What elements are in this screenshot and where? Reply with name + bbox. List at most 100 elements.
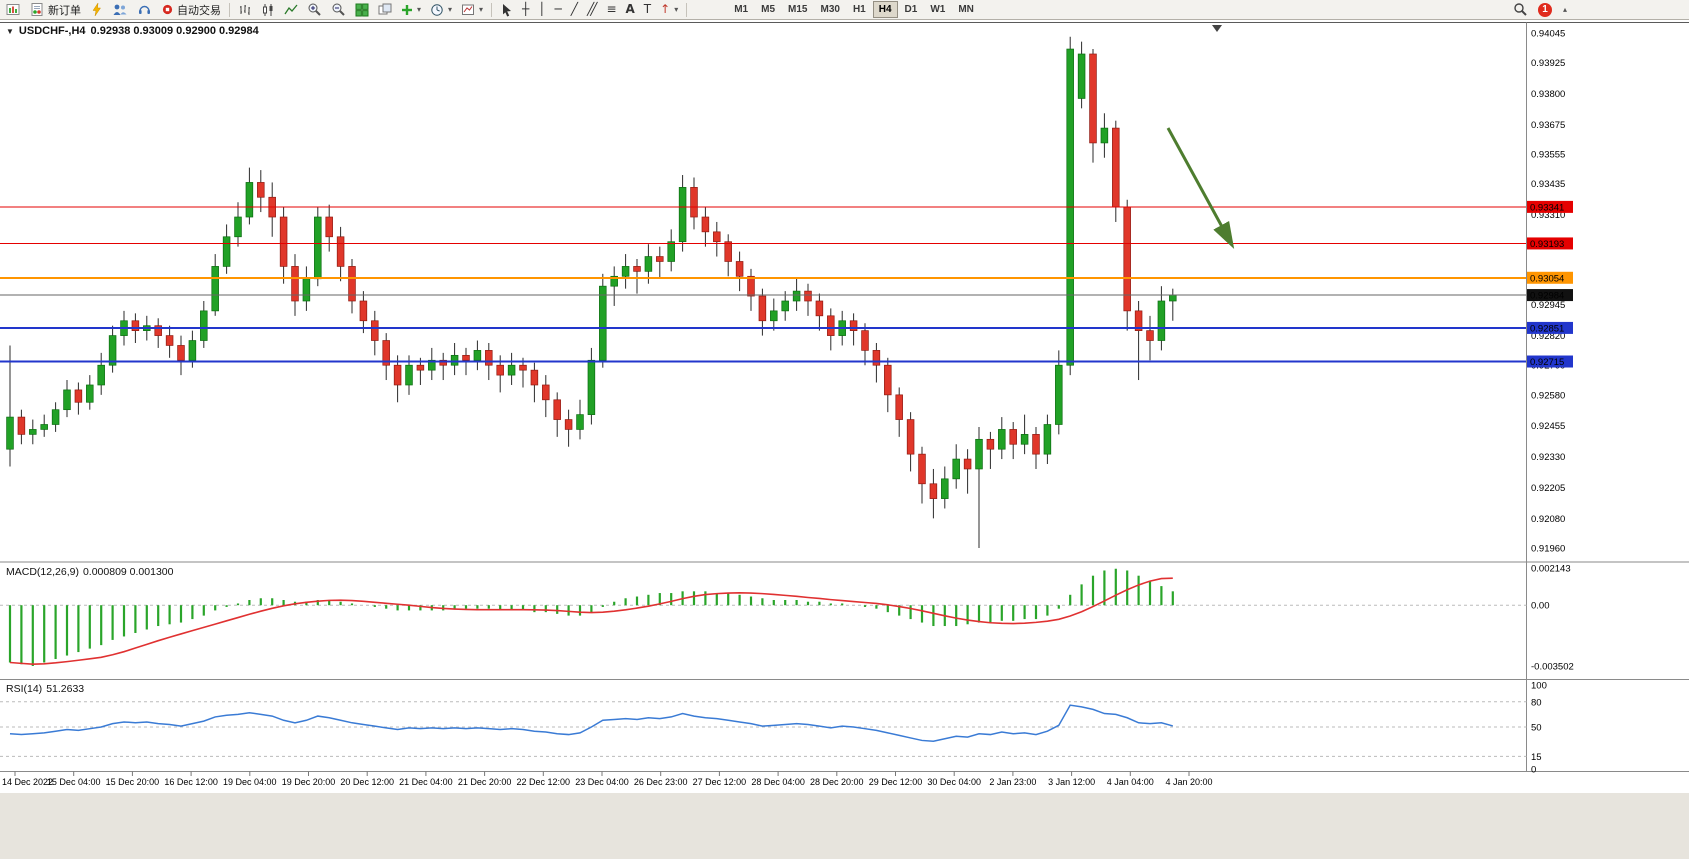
text-label-tool-button[interactable]: T — [640, 1, 655, 18]
timeframe-m15[interactable]: M15 — [782, 1, 813, 18]
new-chart-dropdown-button[interactable]: ▾ — [397, 1, 425, 18]
svg-text:0.92820: 0.92820 — [1531, 331, 1565, 342]
svg-text:0.93555: 0.93555 — [1531, 150, 1565, 161]
notification-badge[interactable]: 1 — [1537, 2, 1552, 17]
chart-canvas[interactable]: 0.94045 0.93925 0.93800 0.93675 0.93555 0.934… — [0, 19, 1689, 859]
svg-text:2 Jan 23:00: 2 Jan 23:00 — [989, 777, 1036, 787]
zoom-out-button[interactable] — [327, 1, 350, 18]
cursor-tool-button[interactable] — [496, 1, 517, 18]
support-button[interactable] — [133, 1, 156, 18]
fibonacci-tool-button[interactable]: ≡ — [602, 1, 620, 18]
svg-text:23 Dec 04:00: 23 Dec 04:00 — [575, 777, 629, 787]
crosshair-tool-button[interactable]: ┼ — [518, 1, 533, 18]
svg-text:28 Dec 20:00: 28 Dec 20:00 — [810, 777, 864, 787]
trendline-icon: ╱ — [570, 2, 578, 16]
svg-text:15 Dec 04:00: 15 Dec 04:00 — [47, 777, 101, 787]
text-icon: A — [625, 2, 635, 16]
cursor-icon — [500, 3, 513, 17]
chart-ohlc-values: 0.92938 0.93009 0.92900 0.92984 — [90, 25, 259, 37]
chevron-down-icon: ▾ — [448, 5, 453, 14]
svg-text:0: 0 — [1531, 765, 1536, 776]
line-chart-type-button[interactable] — [280, 1, 302, 18]
svg-text:0.002143: 0.002143 — [1531, 564, 1571, 575]
svg-text:30 Dec 04:00: 30 Dec 04:00 — [927, 777, 981, 787]
svg-text:0.92851: 0.92851 — [1530, 323, 1564, 334]
zoom-in-button[interactable] — [303, 1, 326, 18]
community-button[interactable] — [108, 1, 132, 18]
time-axis[interactable] — [0, 771, 1526, 793]
macd-title: MACD(12,26,9) — [6, 566, 79, 578]
svg-text:100: 100 — [1531, 681, 1547, 692]
svg-text:0.92080: 0.92080 — [1531, 514, 1565, 525]
plus-icon — [401, 4, 413, 16]
new-order-button[interactable]: 新订单 — [26, 1, 85, 18]
chevron-icon: ▴ — [1562, 5, 1567, 14]
timeframe-m1[interactable]: M1 — [728, 1, 754, 18]
svg-text:80: 80 — [1531, 697, 1542, 708]
svg-text:0.92455: 0.92455 — [1531, 421, 1565, 432]
toolbar-overflow-button[interactable]: ▴ — [1558, 1, 1571, 18]
template-dropdown-button[interactable]: ▾ — [457, 1, 487, 18]
period-dropdown-button[interactable]: ▾ — [426, 1, 456, 18]
timeframe-m30[interactable]: M30 — [814, 1, 845, 18]
timeframe-w1[interactable]: W1 — [924, 1, 951, 18]
vertical-line-tool-button[interactable]: │ — [534, 1, 549, 18]
timeframe-d1[interactable]: D1 — [899, 1, 924, 18]
svg-text:0.93800: 0.93800 — [1531, 89, 1565, 100]
svg-text:3 Jan 12:00: 3 Jan 12:00 — [1048, 777, 1095, 787]
auto-trading-button[interactable]: 自动交易 — [157, 1, 225, 18]
timeframe-mn[interactable]: MN — [952, 1, 980, 18]
fibonacci-icon: ≡ — [606, 2, 617, 16]
svg-text:16 Dec 12:00: 16 Dec 12:00 — [164, 777, 218, 787]
channel-icon: ╱╱ — [586, 2, 598, 16]
text-tool-button[interactable]: A — [622, 1, 639, 18]
horizontal-line-icon: ─ — [554, 2, 562, 16]
new-chart-icon — [6, 2, 21, 17]
trendline-tool-button[interactable]: ╱ — [567, 1, 582, 18]
price-axis[interactable] — [1526, 19, 1689, 753]
rsi-indicator-header: RSI(14) 51.2633 — [6, 683, 88, 695]
svg-text:0.93675: 0.93675 — [1531, 120, 1565, 131]
svg-text:19 Dec 20:00: 19 Dec 20:00 — [282, 777, 336, 787]
svg-text:28 Dec 04:00: 28 Dec 04:00 — [751, 777, 805, 787]
svg-text:22 Dec 12:00: 22 Dec 12:00 — [517, 777, 571, 787]
horizontal-line-tool-button[interactable]: ─ — [551, 1, 566, 18]
toolbar-separator — [491, 2, 493, 17]
macd-indicator-header: MACD(12,26,9) 0.000809 0.001300 — [6, 566, 177, 578]
tile-windows-button[interactable] — [351, 1, 373, 18]
timeframe-h4[interactable]: H4 — [872, 1, 898, 18]
bar-chart-type-button[interactable] — [234, 1, 256, 18]
svg-text:0.93925: 0.93925 — [1531, 58, 1565, 69]
cascade-windows-button[interactable] — [374, 1, 396, 18]
rsi-title: RSI(14) — [6, 683, 43, 695]
svg-text:19 Dec 04:00: 19 Dec 04:00 — [223, 777, 277, 787]
line-chart-icon — [284, 3, 298, 17]
chevron-down-icon: ▾ — [417, 5, 422, 14]
svg-text:0.91960: 0.91960 — [1531, 544, 1565, 555]
svg-text:50: 50 — [1531, 723, 1542, 734]
svg-text:26 Dec 23:00: 26 Dec 23:00 — [634, 777, 688, 787]
new-order-label: 新订单 — [48, 4, 81, 17]
macd-values: 0.000809 0.001300 — [82, 566, 174, 578]
svg-text:0.93341: 0.93341 — [1530, 202, 1564, 213]
svg-text:15 Dec 20:00: 15 Dec 20:00 — [106, 777, 160, 787]
zoom-out-icon — [331, 2, 346, 17]
svg-text:0.93435: 0.93435 — [1531, 179, 1565, 190]
svg-text:0.93310: 0.93310 — [1531, 210, 1565, 221]
one-click-trading-button[interactable] — [86, 1, 107, 18]
timeframe-h1[interactable]: H1 — [847, 1, 872, 18]
tile-windows-icon — [355, 3, 369, 17]
auto-trading-label: 自动交易 — [177, 4, 221, 17]
arrows-tool-button[interactable]: ↑ ▾ — [656, 1, 682, 18]
rsi-value: 51.2633 — [46, 683, 85, 695]
svg-text:27 Dec 12:00: 27 Dec 12:00 — [693, 777, 747, 787]
channel-tool-button[interactable]: ╱╱ — [583, 1, 601, 18]
svg-text:0.92945: 0.92945 — [1531, 300, 1565, 311]
search-button[interactable] — [1509, 1, 1532, 18]
candlestick-chart-type-button[interactable] — [257, 1, 279, 18]
new-chart-button[interactable] — [2, 1, 25, 18]
svg-text:0.92330: 0.92330 — [1531, 452, 1565, 463]
cascade-windows-icon — [378, 3, 392, 17]
one-click-trading-toggle[interactable]: ▼ — [6, 26, 14, 36]
timeframe-m5[interactable]: M5 — [755, 1, 781, 18]
